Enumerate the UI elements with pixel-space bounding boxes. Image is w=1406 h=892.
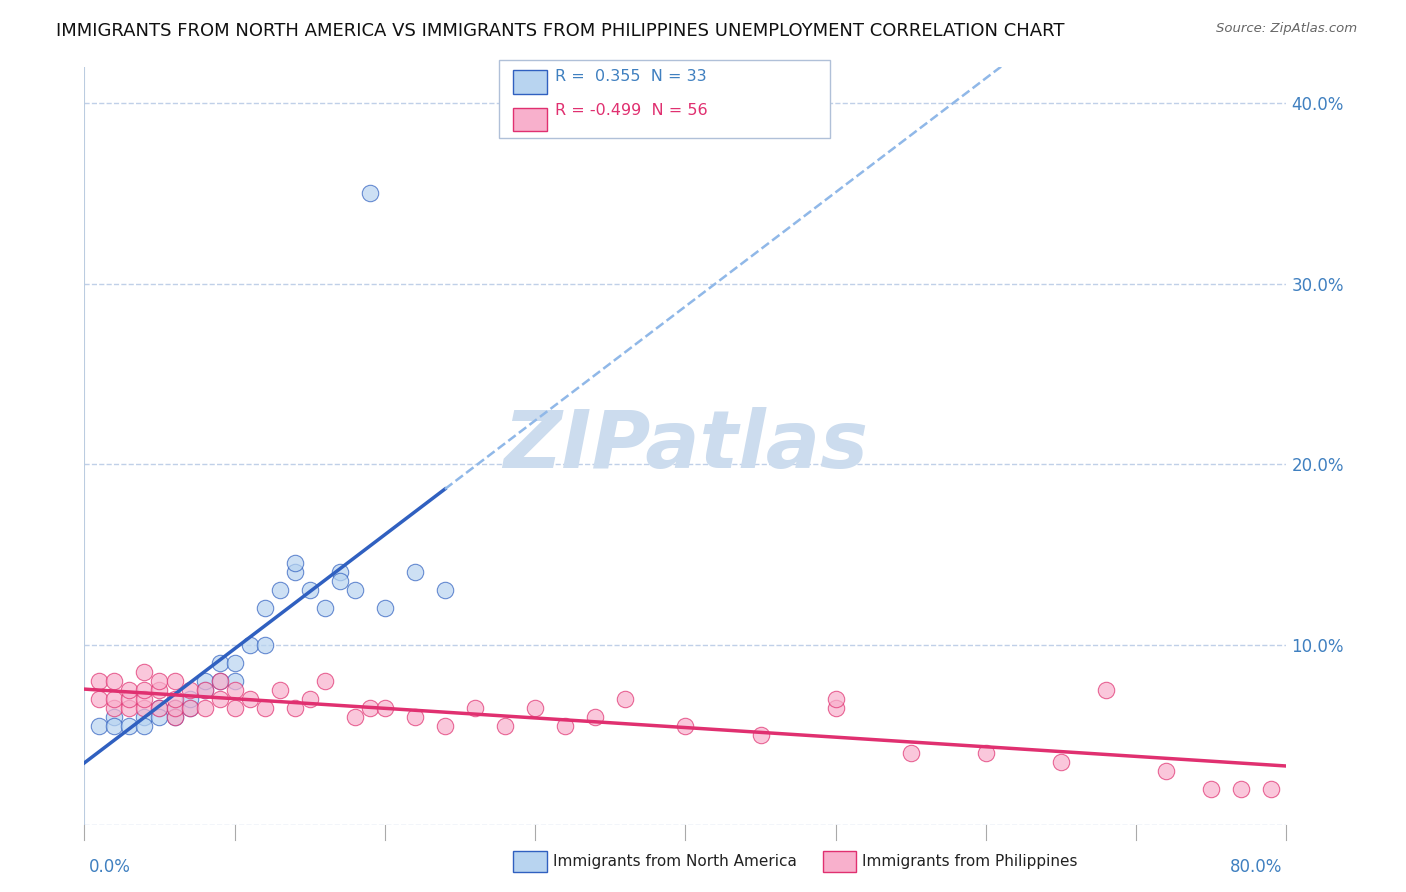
Text: R = -0.499  N = 56: R = -0.499 N = 56 xyxy=(555,103,709,118)
Point xyxy=(253,700,276,714)
Point xyxy=(974,746,997,760)
Text: R =  0.355  N = 33: R = 0.355 N = 33 xyxy=(555,69,707,84)
Point xyxy=(343,583,366,598)
Point xyxy=(134,719,156,733)
Point xyxy=(134,700,156,714)
Point xyxy=(148,682,170,697)
Text: IMMIGRANTS FROM NORTH AMERICA VS IMMIGRANTS FROM PHILIPPINES UNEMPLOYMENT CORREL: IMMIGRANTS FROM NORTH AMERICA VS IMMIGRA… xyxy=(56,22,1064,40)
Text: ZIPatlas: ZIPatlas xyxy=(503,407,868,485)
Point xyxy=(524,700,547,714)
Point xyxy=(1095,682,1118,697)
Point xyxy=(374,601,396,615)
Point xyxy=(163,710,186,724)
Point xyxy=(148,710,170,724)
Point xyxy=(103,673,125,688)
Point xyxy=(359,700,381,714)
Point xyxy=(179,700,201,714)
Point xyxy=(163,710,186,724)
Point xyxy=(284,700,307,714)
Point xyxy=(118,682,141,697)
Point xyxy=(118,700,141,714)
Point xyxy=(224,656,246,670)
Point xyxy=(194,682,217,697)
Point xyxy=(1230,782,1253,797)
Point xyxy=(179,691,201,706)
Point xyxy=(194,682,217,697)
Point xyxy=(253,638,276,652)
Point xyxy=(269,682,291,697)
Point xyxy=(134,682,156,697)
Point xyxy=(163,700,186,714)
Point xyxy=(1260,782,1282,797)
Point xyxy=(284,566,307,580)
Point xyxy=(134,691,156,706)
Point xyxy=(1050,755,1073,769)
Point xyxy=(208,691,231,706)
Text: 0.0%: 0.0% xyxy=(89,858,131,876)
Point xyxy=(343,710,366,724)
Point xyxy=(163,691,186,706)
Point xyxy=(749,728,772,742)
Point xyxy=(224,700,246,714)
Point xyxy=(103,691,125,706)
Point xyxy=(298,691,321,706)
Point xyxy=(900,746,922,760)
Text: Source: ZipAtlas.com: Source: ZipAtlas.com xyxy=(1216,22,1357,36)
Point xyxy=(89,691,111,706)
Point xyxy=(134,710,156,724)
Point xyxy=(148,673,170,688)
Point xyxy=(314,601,336,615)
Point xyxy=(269,583,291,598)
Point xyxy=(554,719,576,733)
Point xyxy=(239,691,262,706)
Point xyxy=(434,583,457,598)
Point xyxy=(329,574,352,589)
Point xyxy=(374,700,396,714)
Point xyxy=(1201,782,1223,797)
Point xyxy=(118,719,141,733)
Point xyxy=(208,673,231,688)
Point xyxy=(253,601,276,615)
Point xyxy=(224,673,246,688)
Point xyxy=(89,673,111,688)
Point xyxy=(1156,764,1178,778)
Point xyxy=(148,700,170,714)
Point xyxy=(163,673,186,688)
Point xyxy=(103,719,125,733)
Text: Immigrants from Philippines: Immigrants from Philippines xyxy=(862,855,1077,869)
Point xyxy=(464,700,486,714)
Point xyxy=(824,700,846,714)
Point xyxy=(675,719,697,733)
Point xyxy=(134,665,156,679)
Point xyxy=(494,719,516,733)
Point xyxy=(359,186,381,201)
Point xyxy=(329,566,352,580)
Point xyxy=(194,673,217,688)
Point xyxy=(163,700,186,714)
Point xyxy=(194,700,217,714)
Point xyxy=(89,719,111,733)
Point xyxy=(284,557,307,571)
Point xyxy=(179,700,201,714)
Point xyxy=(224,682,246,697)
Point xyxy=(314,673,336,688)
Point xyxy=(208,656,231,670)
Point xyxy=(148,700,170,714)
Point xyxy=(404,710,426,724)
Point xyxy=(824,691,846,706)
Text: 80.0%: 80.0% xyxy=(1230,858,1282,876)
Point xyxy=(614,691,637,706)
Point xyxy=(208,673,231,688)
Text: Immigrants from North America: Immigrants from North America xyxy=(553,855,796,869)
Point xyxy=(434,719,457,733)
Point xyxy=(118,691,141,706)
Point xyxy=(583,710,606,724)
Point xyxy=(298,583,321,598)
Point xyxy=(179,682,201,697)
Point xyxy=(404,566,426,580)
Point xyxy=(103,700,125,714)
Point xyxy=(103,710,125,724)
Point xyxy=(239,638,262,652)
